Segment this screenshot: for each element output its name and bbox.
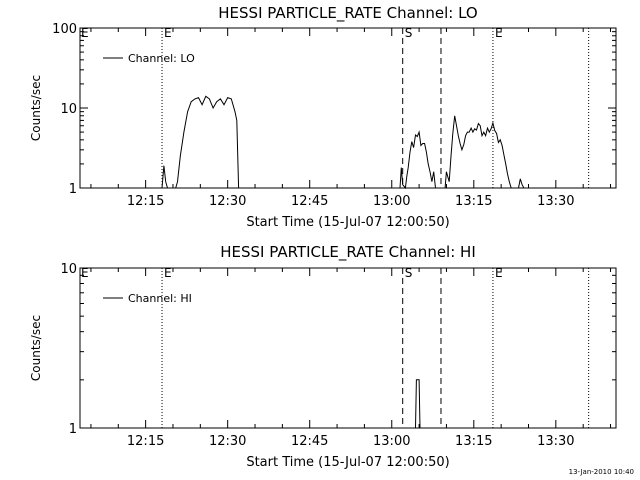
event-marker-label: E [164,266,172,280]
y-tick-label: 10 [60,262,77,277]
x-tick-label: 12:15 [127,434,164,449]
plot-timestamp: 13-Jan-2010 10:40 [568,468,634,476]
y-axis-label: Counts/sec [29,75,43,141]
event-marker-label: S [405,266,413,280]
event-marker-label-edge: E [81,266,89,280]
event-marker-label-edge: E [81,26,89,40]
x-tick-label: 12:45 [291,434,328,449]
panel-2: HESSI PARTICLE_RATE Channel: HI 12:15 12:3… [29,243,617,470]
event-marker-label: S [405,26,413,40]
y-tick-label: 1 [69,422,77,437]
legend-entry: Channel: LO [128,52,195,65]
x-tick-label: 13:30 [537,434,574,449]
x-tick-label: 12:30 [209,434,246,449]
x-tick-label: 13:00 [373,194,410,209]
x-tick-label: 12:30 [209,194,246,209]
chart-title: HESSI PARTICLE_RATE Channel: HI [220,243,476,262]
x-tick-label: 13:30 [537,194,574,209]
plot-frame [79,267,617,429]
x-tick-label: 13:15 [455,434,492,449]
y-tick-label: 1 [69,182,77,197]
event-marker-label: E [495,26,503,40]
series-line [161,95,526,190]
y-tick-label: 100 [52,22,77,37]
chart-title: HESSI PARTICLE_RATE Channel: LO [218,4,477,23]
x-axis-label: Start Time (15-Jul-07 12:00:50) [246,455,449,470]
y-tick-label: 10 [60,102,77,117]
series-line [415,379,421,429]
x-axis-label: Start Time (15-Jul-07 12:00:50) [246,215,449,230]
x-tick-label: 13:15 [455,194,492,209]
panel-1: HESSI PARTICLE_RATE Channel: LO 12:15 12:3… [29,4,617,230]
x-tick-label: 12:45 [291,194,328,209]
y-axis-label: Counts/sec [29,315,43,381]
legend-entry: Channel: HI [128,292,192,305]
x-tick-label: 13:00 [373,434,410,449]
event-marker-label: E [164,26,172,40]
event-marker-label: E [495,266,503,280]
x-tick-label: 12:15 [127,194,164,209]
